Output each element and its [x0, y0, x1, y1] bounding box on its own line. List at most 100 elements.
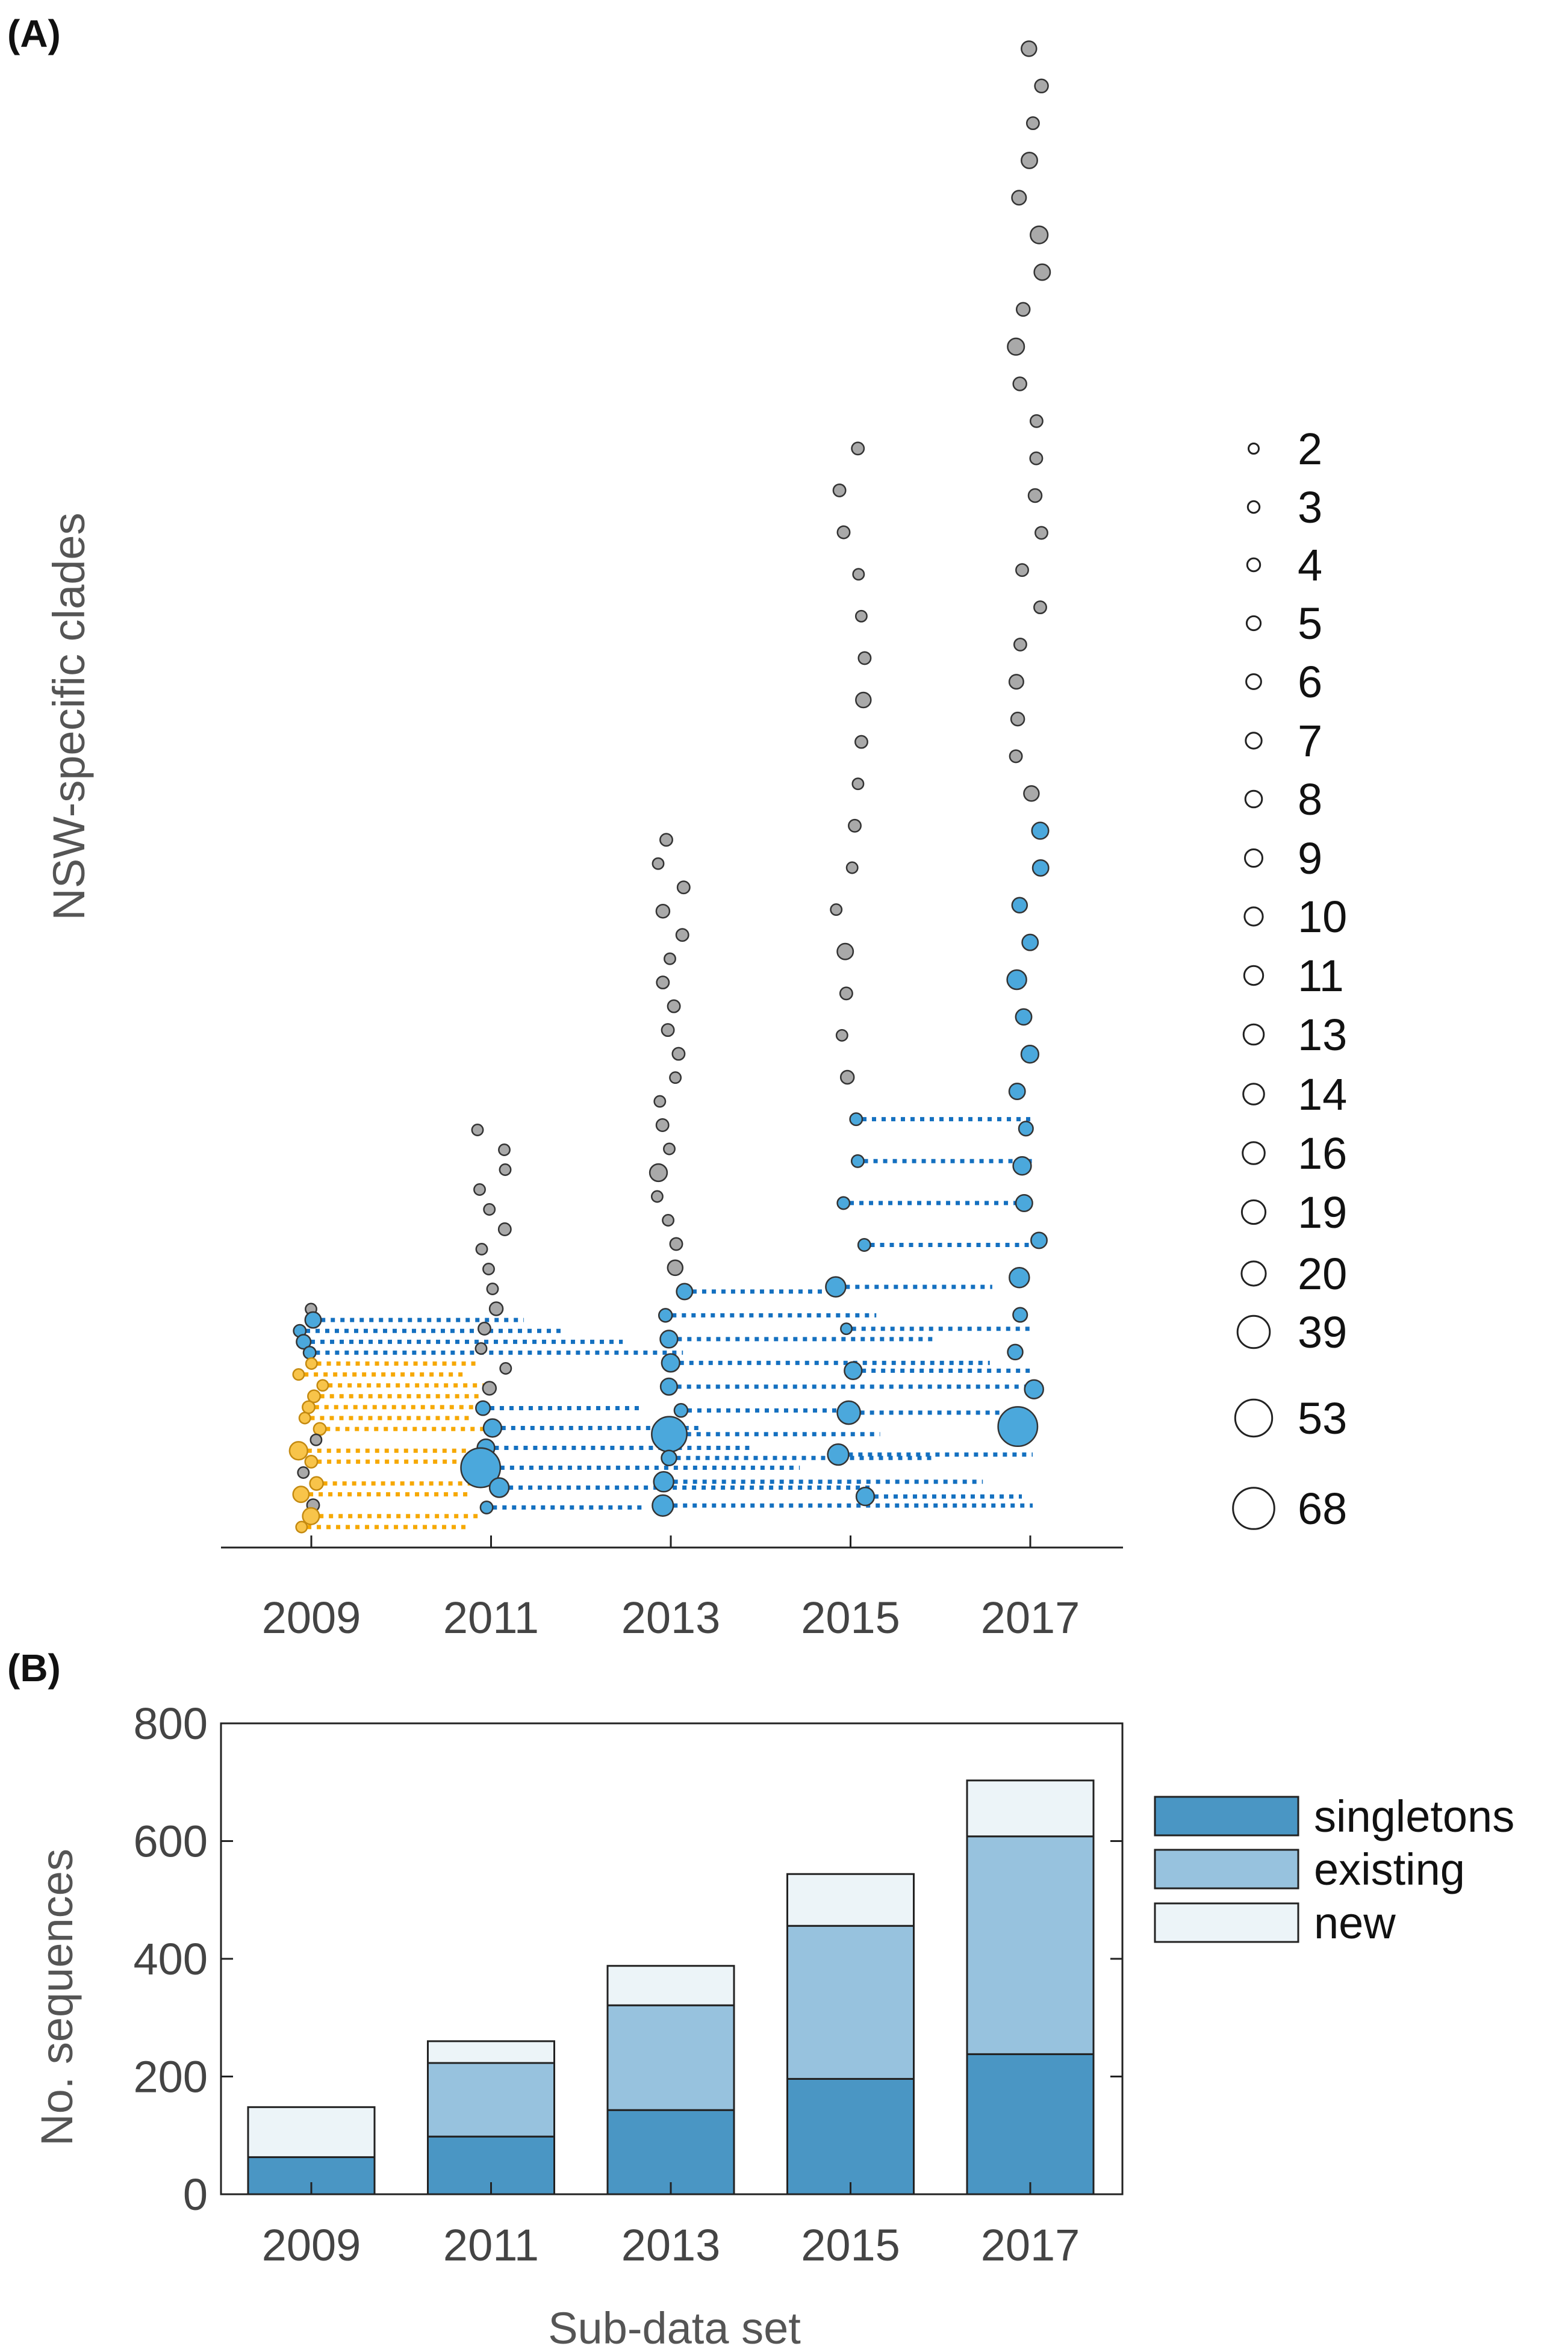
clade-bubble [488, 1301, 504, 1316]
bar-new [966, 1779, 1095, 1838]
x-tick-label: 2011 [443, 1593, 539, 1643]
size-legend-label: 4 [1298, 540, 1322, 590]
size-legend-label: 9 [1298, 833, 1322, 883]
panel-b-label: (B) [7, 1646, 61, 1690]
x-tick-label: 2015 [801, 1593, 900, 1643]
size-legend-label: 14 [1298, 1069, 1347, 1119]
clade-bubble [857, 651, 872, 665]
clade-bubble [460, 1447, 502, 1489]
clade-bubble [292, 1486, 310, 1504]
size-legend-marker [1244, 789, 1263, 809]
clade-bubble [676, 1283, 694, 1301]
clade-bubble [478, 1322, 491, 1336]
clade-bubble [499, 1163, 512, 1176]
x-tick-label: 2011 [443, 2220, 539, 2270]
size-legend-label: 7 [1298, 716, 1322, 766]
clade-bubble [848, 818, 862, 833]
clade-bubble [656, 975, 670, 990]
clade-bubble [1030, 1231, 1048, 1249]
size-legend-marker [1234, 1398, 1274, 1438]
clade-bubble [313, 1422, 327, 1436]
size-legend-marker [1248, 443, 1260, 455]
clade-bubble [304, 1311, 322, 1329]
clade-bubble [1021, 151, 1038, 169]
size-legend-label: 10 [1298, 892, 1347, 942]
y-tick-label: 400 [134, 1934, 208, 1984]
clade-bubble [652, 1494, 674, 1517]
clade-bubble [1025, 116, 1040, 131]
y-tick-label: 800 [134, 1699, 208, 1749]
clade-bubble [1029, 414, 1044, 428]
clade-bubble [669, 1071, 682, 1084]
y-tick-label: 200 [134, 2052, 208, 2102]
clade-bubble [1029, 451, 1044, 465]
clade-bubble [844, 1361, 863, 1380]
clade-bubble [659, 1377, 678, 1396]
clade-bubble [1031, 859, 1050, 877]
y-tick-label: 600 [134, 1817, 208, 1867]
clade-bubble [662, 1214, 675, 1227]
clade-bubble [1007, 337, 1025, 356]
clade-bubble [471, 1124, 484, 1136]
clade-bubble [302, 1345, 317, 1360]
legend-label: existing [1314, 1844, 1465, 1894]
clade-bubble [653, 1095, 667, 1108]
clade-bubble [482, 1381, 497, 1396]
size-legend-marker [1245, 673, 1262, 690]
size-legend-marker [1245, 732, 1263, 750]
clade-bubble [474, 1342, 488, 1355]
clade-bubble [1024, 1379, 1044, 1399]
x-tick-label: 2015 [801, 2220, 900, 2270]
bar-new [427, 2040, 555, 2064]
size-legend-marker [1243, 965, 1265, 986]
bar-new [606, 1965, 735, 2006]
clade-bubble [1011, 190, 1027, 206]
clade-bubble [852, 568, 865, 581]
clade-bubble [305, 1357, 318, 1370]
size-legend-label: 20 [1298, 1249, 1347, 1299]
clade-bubble [652, 857, 665, 870]
clade-bubble [855, 691, 872, 709]
clade-bubble [671, 1047, 686, 1061]
clade-bubble [483, 1203, 496, 1216]
size-legend-label: 2 [1298, 424, 1322, 474]
size-legend-label: 11 [1298, 951, 1344, 1001]
clade-bubble [499, 1362, 512, 1375]
size-legend-marker [1240, 1199, 1267, 1225]
clade-bubble [655, 1118, 670, 1132]
size-legend-marker [1244, 848, 1263, 868]
size-legend-label: 5 [1298, 599, 1322, 649]
clade-bubble [302, 1400, 316, 1414]
clade-bubble [307, 1389, 321, 1404]
legend-label: singletons [1314, 1791, 1514, 1841]
size-legend-marker [1242, 1141, 1266, 1165]
clade-bubble [664, 952, 676, 965]
clade-bubble [1015, 1008, 1033, 1026]
clade-bubble [1010, 711, 1025, 727]
clade-bubble [845, 861, 859, 874]
clade-bubble [1033, 263, 1051, 281]
clade-bubble [1013, 637, 1027, 652]
clade-bubble [653, 1471, 674, 1493]
clade-bubble [292, 1368, 305, 1381]
size-legend-label: 16 [1298, 1128, 1347, 1178]
size-legend-label: 6 [1298, 657, 1322, 707]
clade-bubble [1008, 1083, 1026, 1100]
size-legend-marker [1245, 615, 1262, 632]
y-tick-label: 0 [183, 2170, 208, 2220]
clade-bubble [482, 1263, 495, 1275]
size-legend-marker [1240, 1260, 1267, 1287]
clade-bubble [836, 1196, 851, 1210]
bar-new [247, 2106, 376, 2158]
size-legend-label: 13 [1298, 1010, 1347, 1060]
clade-bubble [851, 441, 865, 456]
clade-bubble [1012, 1156, 1032, 1176]
clade-bubble [1012, 1307, 1028, 1323]
clade-bubble [482, 1418, 503, 1438]
size-legend-label: 68 [1298, 1484, 1347, 1534]
clade-bubble [1021, 40, 1038, 57]
clade-bubble [663, 1142, 676, 1156]
clade-bubble [1027, 488, 1043, 503]
